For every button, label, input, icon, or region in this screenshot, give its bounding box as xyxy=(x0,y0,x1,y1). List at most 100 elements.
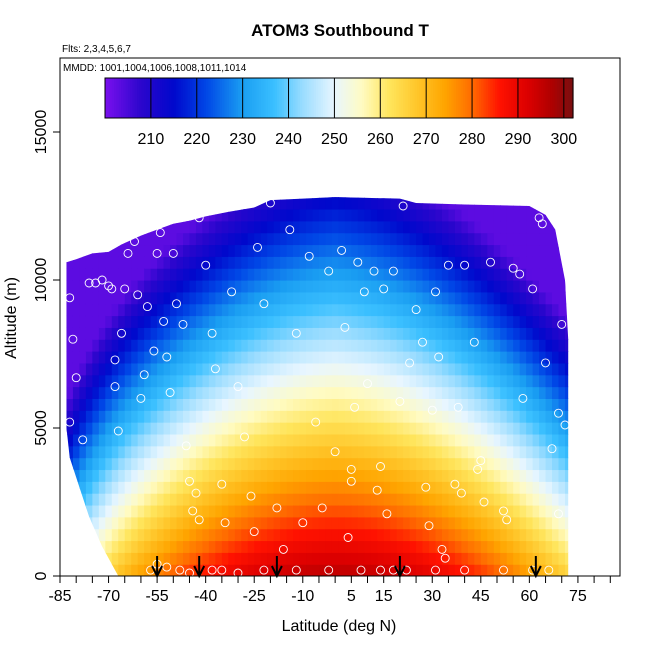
field-cell xyxy=(118,528,126,542)
colorbar-cell xyxy=(183,78,186,118)
field-cell xyxy=(331,197,339,210)
field-cell xyxy=(318,457,327,471)
field-cell xyxy=(493,280,501,293)
sample-point xyxy=(330,447,340,457)
field-cell xyxy=(273,232,281,246)
sample-points xyxy=(65,198,570,576)
field-cell xyxy=(435,291,443,305)
field-cell xyxy=(441,232,450,246)
field-cell xyxy=(241,564,249,576)
field-cell xyxy=(195,504,204,518)
field-cell xyxy=(539,564,547,576)
field-cell xyxy=(234,339,242,352)
field-cell xyxy=(416,504,424,518)
field-cell xyxy=(260,504,268,518)
field-cell xyxy=(234,445,242,459)
field-cell xyxy=(558,197,566,210)
field-cell xyxy=(286,552,294,565)
field-cell xyxy=(552,422,560,435)
field-cell xyxy=(403,540,411,553)
field-cell xyxy=(170,244,178,257)
colorbar-cell xyxy=(160,78,163,118)
field-cell xyxy=(280,516,288,530)
colorbar-cell xyxy=(311,78,315,118)
field-cell xyxy=(66,386,74,399)
field-cell xyxy=(306,220,314,234)
field-cell xyxy=(234,327,242,340)
field-cell xyxy=(474,362,482,376)
field-cell xyxy=(461,540,469,553)
field-cell xyxy=(448,445,456,459)
field-cell xyxy=(280,504,288,518)
field-cell xyxy=(157,493,165,506)
field-cell xyxy=(338,244,346,257)
field-cell xyxy=(526,469,534,482)
field-cell xyxy=(331,552,339,565)
field-cell xyxy=(435,410,443,423)
field-cell xyxy=(118,197,126,210)
field-cell xyxy=(85,268,93,281)
field-cell xyxy=(357,386,365,399)
field-cell xyxy=(247,220,255,234)
field-cell xyxy=(493,504,501,518)
field-cell xyxy=(92,191,100,198)
field-cell xyxy=(364,516,372,530)
field-cell xyxy=(325,504,333,518)
field-cell xyxy=(519,552,527,565)
field-cell xyxy=(312,552,320,565)
field-cell xyxy=(157,208,165,222)
field-cell xyxy=(370,291,378,305)
field-cell xyxy=(273,398,281,411)
field-cell xyxy=(506,362,514,376)
field-cell xyxy=(331,191,339,198)
field-cell xyxy=(234,197,242,210)
colorbar-cell xyxy=(522,78,526,118)
colorbar-cell xyxy=(244,78,248,118)
field-cell xyxy=(539,433,547,447)
field-cell xyxy=(506,457,514,471)
field-cell xyxy=(286,374,294,388)
field-cell xyxy=(383,540,391,553)
field-cell xyxy=(487,303,495,317)
sample-point xyxy=(324,266,334,276)
field-cell xyxy=(85,232,93,246)
field-cell xyxy=(403,191,411,198)
field-cell xyxy=(526,244,534,257)
colorbar-cell xyxy=(228,78,232,118)
field-cell xyxy=(435,564,443,576)
field-cell xyxy=(131,433,139,447)
field-cell xyxy=(293,256,301,269)
field-cell xyxy=(111,564,119,576)
field-cell xyxy=(526,481,534,494)
field-cell xyxy=(215,339,223,352)
field-cell xyxy=(364,564,372,576)
colorbar-cell xyxy=(380,78,384,118)
field-cell xyxy=(221,232,229,246)
field-cell xyxy=(338,398,346,411)
field-cell xyxy=(293,540,301,553)
field-cell xyxy=(72,303,81,317)
field-cell xyxy=(474,493,482,506)
field-cell xyxy=(422,315,430,328)
field-cell xyxy=(539,410,547,423)
field-cell xyxy=(532,410,540,423)
field-cell xyxy=(526,220,534,234)
field-cell xyxy=(280,232,288,246)
field-cell xyxy=(267,220,275,234)
field-cell xyxy=(241,540,249,553)
field-cell xyxy=(364,457,372,471)
field-cell xyxy=(467,469,475,482)
field-cell xyxy=(150,191,158,198)
colorbar-cell xyxy=(339,78,342,118)
field-cell xyxy=(163,327,171,340)
field-cell xyxy=(539,327,547,340)
field-cell xyxy=(519,433,527,447)
field-cell xyxy=(124,504,132,518)
field-cell xyxy=(124,220,132,234)
field-cell xyxy=(338,457,346,471)
field-cell xyxy=(202,351,210,364)
field-cell xyxy=(306,422,314,435)
field-cell xyxy=(176,528,184,542)
field-cell xyxy=(72,528,81,542)
field-cell xyxy=(247,469,255,482)
